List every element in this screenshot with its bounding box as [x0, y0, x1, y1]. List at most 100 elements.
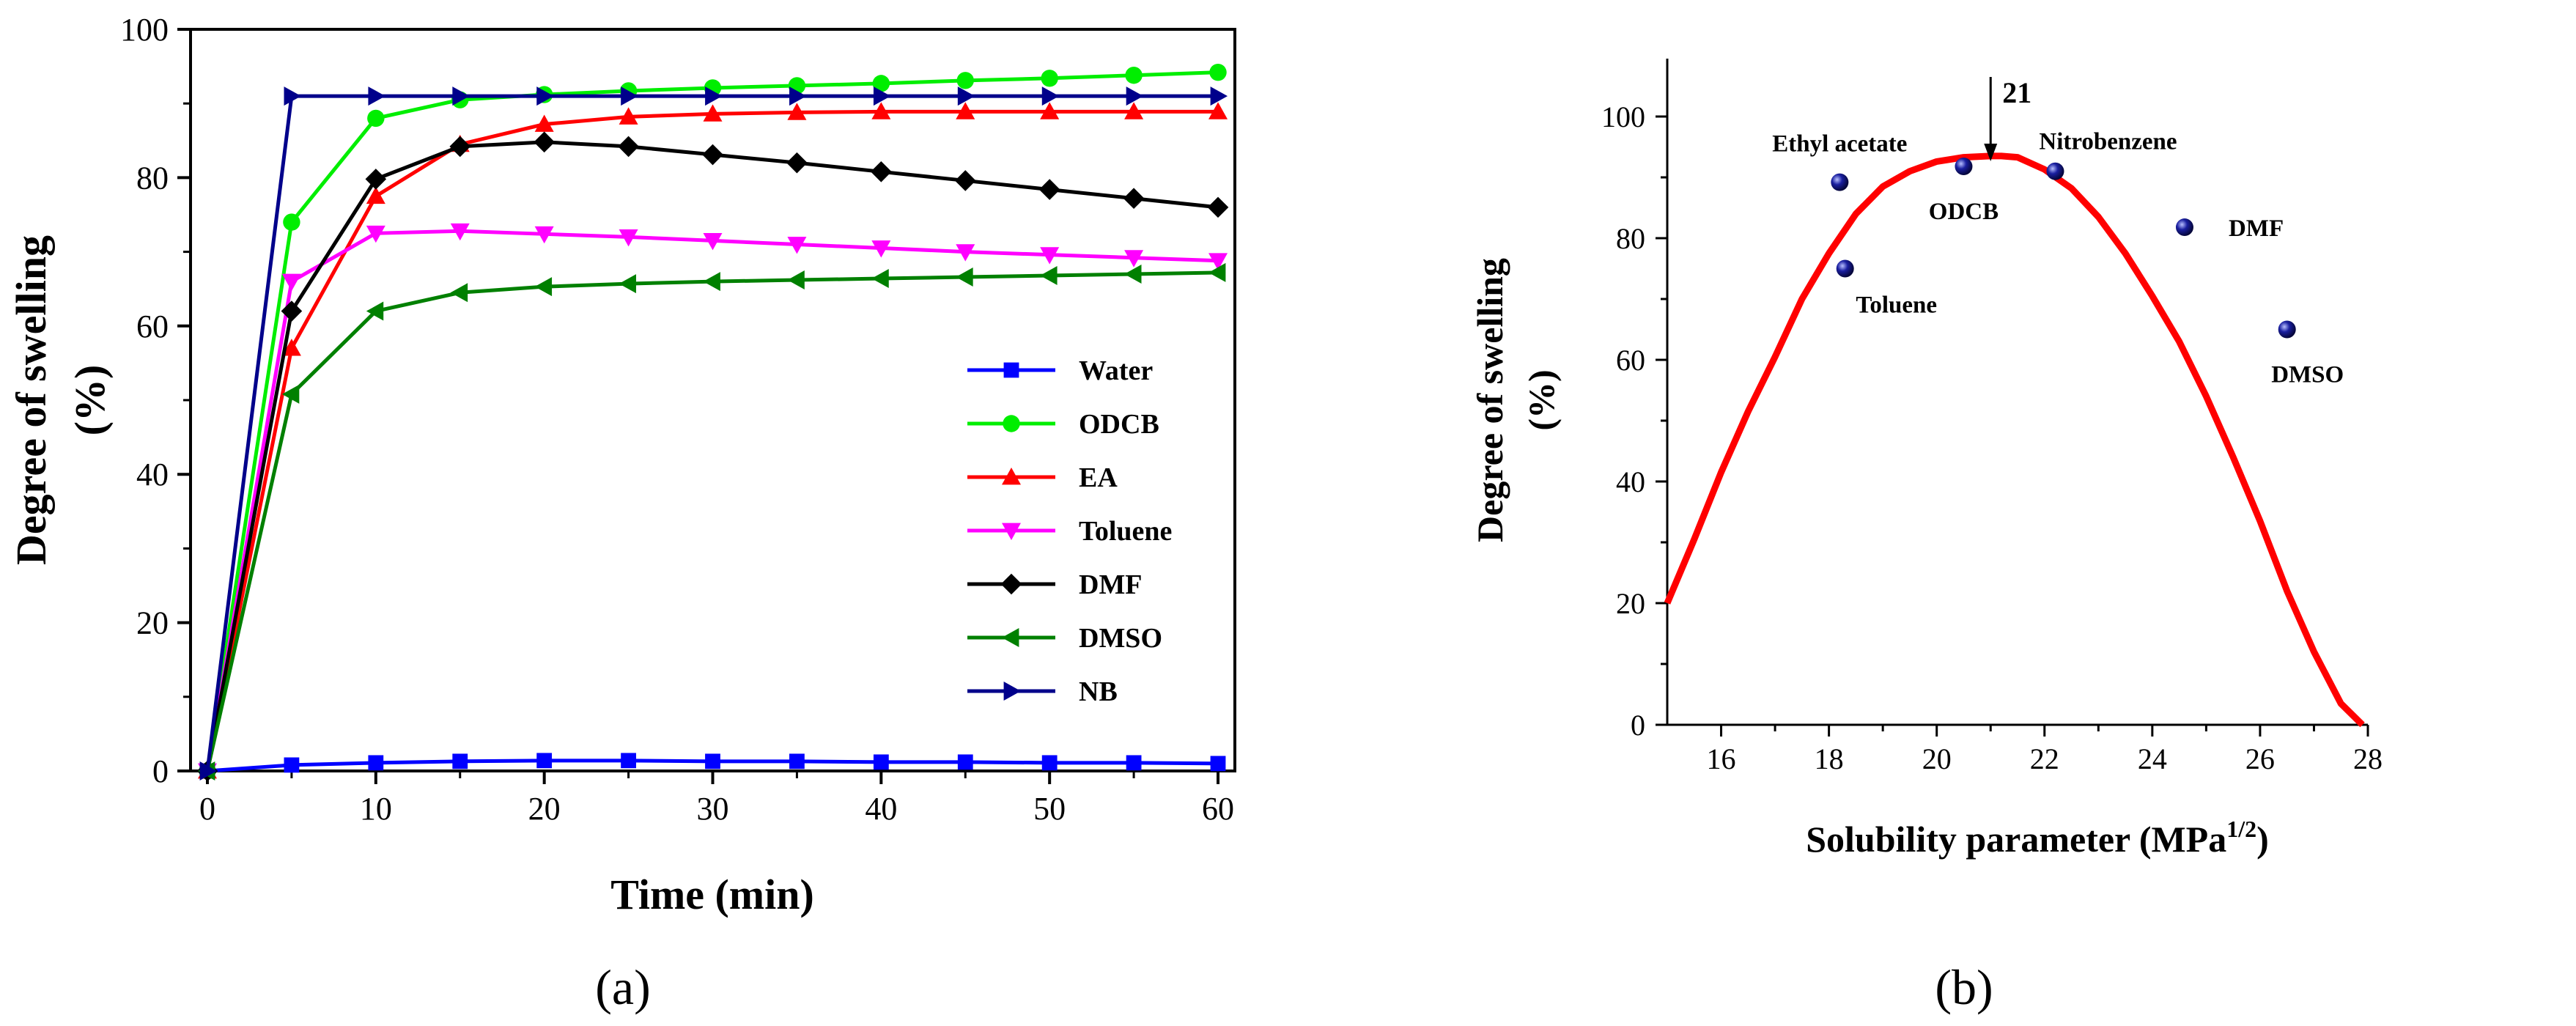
point-toluene — [1836, 259, 1854, 278]
data-point-nb — [199, 761, 217, 780]
data-point-toluene — [787, 237, 807, 254]
x-tick-label-a: 0 — [199, 791, 215, 827]
data-point-dmso — [281, 384, 300, 404]
x-tick-label-b: 18 — [1815, 742, 1844, 775]
plot-a-ylabel-unit: (%) — [66, 365, 114, 436]
data-point-odcb — [1209, 63, 1227, 81]
point-label-ethyl-acetate: Ethyl acetate — [1772, 131, 1907, 158]
data-point-nb — [957, 86, 975, 106]
data-point-ea — [1208, 102, 1228, 119]
x-tick-label-a: 50 — [1033, 791, 1066, 827]
fit-curve — [1664, 152, 2365, 728]
plot-b-xlabel-end: ) — [2256, 819, 2269, 860]
series-line-ea — [205, 109, 1219, 772]
panel-b-label: (b) — [1935, 959, 1993, 1015]
data-point-odcb — [1125, 67, 1143, 84]
panel-a-label: (a) — [595, 959, 650, 1015]
panel-b: 16 18 20 22 24 26 28 0 20 40 60 80 100 Ethyl acetate… — [1469, 59, 2383, 1015]
y-tick-label-b: 20 — [1616, 587, 1645, 620]
legend-marker-ea — [1002, 468, 1021, 485]
y-tick-label-b: 40 — [1616, 465, 1645, 498]
plot-a-ylabel: Degree of swelling — [7, 235, 55, 565]
point-label-dmso: DMSO — [2271, 362, 2344, 388]
legend-label-ea: EA — [1079, 462, 1118, 493]
plot-a-frame — [189, 28, 1236, 772]
y-tick-label-a: 60 — [136, 309, 169, 344]
point-dmf — [2175, 218, 2193, 237]
data-point-water — [284, 757, 300, 773]
panel-a: 0 10 20 30 40 50 60 0 20 40 60 80 100 Water ODCB EA Tol… — [7, 12, 1236, 1015]
data-point-dmso — [1208, 262, 1226, 282]
series-ea — [197, 102, 1228, 779]
legend-label-water: Water — [1079, 355, 1153, 386]
data-point-odcb — [367, 109, 385, 128]
data-point-nb — [452, 86, 470, 106]
plot-b-ylabel: Degree of swelling — [1469, 258, 1510, 542]
plot-b-axes: 16 18 20 22 24 26 28 0 20 40 60 80 100 — [1601, 100, 2383, 775]
point-label-dmf: DMF — [2229, 215, 2284, 242]
data-point-dmf — [365, 169, 387, 190]
data-point-ea — [366, 186, 385, 204]
data-point-toluene — [871, 240, 891, 258]
x-tick-label-b: 24 — [2138, 742, 2167, 775]
x-tick-label-b: 28 — [2353, 742, 2383, 775]
point-odcb — [1955, 158, 1973, 176]
data-point-odcb — [956, 72, 974, 89]
x-tick-label-a: 30 — [697, 791, 729, 827]
data-point-ea — [1040, 102, 1060, 119]
data-point-water — [368, 755, 384, 771]
data-point-ea — [619, 107, 638, 125]
plot-a-xlabel: Time (min) — [610, 871, 814, 918]
legend-label-dmf: DMF — [1079, 569, 1143, 600]
data-point-dmf — [871, 161, 892, 182]
series-dmf — [196, 131, 1229, 782]
data-point-water — [1041, 755, 1058, 771]
data-point-toluene — [703, 233, 723, 251]
x-tick-label-b: 26 — [2245, 742, 2275, 775]
data-point-dmso — [366, 301, 384, 321]
plot-b-points: Ethyl acetate Toluene ODCB Nitrobenzene DMF D… — [1772, 129, 2344, 388]
plot-a-legend: Water ODCB EA Toluene DMF DMSO NB — [967, 355, 1172, 707]
data-point-toluene — [366, 225, 385, 243]
series-line-nb — [205, 94, 1219, 772]
y-tick-label-a: 0 — [152, 753, 169, 789]
data-point-ea — [787, 103, 807, 120]
peak-annotation: 21 — [1984, 76, 2031, 161]
plot-b-xlabel: Solubility parameter (MPa1/2) — [1806, 816, 2269, 860]
data-point-dmf — [534, 131, 555, 153]
data-point-dmso — [787, 270, 805, 290]
data-point-ea — [534, 114, 554, 132]
data-point-dmso — [1040, 265, 1058, 285]
point-dmso — [2278, 320, 2296, 339]
data-point-water — [536, 753, 553, 769]
data-point-dmf — [702, 144, 723, 166]
data-point-dmso — [450, 283, 468, 303]
data-point-nb — [1210, 86, 1228, 106]
data-point-ea — [871, 102, 891, 119]
data-point-dmf — [281, 300, 303, 322]
data-point-dmf — [1038, 179, 1060, 200]
series-water — [199, 753, 1226, 779]
legend-label-odcb: ODCB — [1079, 409, 1159, 440]
data-point-toluene — [1124, 250, 1144, 267]
data-point-toluene — [534, 226, 554, 244]
data-point-nb — [1126, 86, 1144, 106]
data-point-odcb — [872, 75, 890, 92]
data-point-nb — [621, 86, 638, 106]
data-point-toluene — [956, 244, 975, 262]
data-point-dmso — [956, 267, 973, 287]
plot-b-xlabel-text: Solubility parameter (MPa — [1806, 819, 2226, 860]
legend-label-dmso: DMSO — [1079, 623, 1162, 654]
x-tick-label-a: 10 — [360, 791, 392, 827]
data-point-ea — [281, 339, 301, 356]
legend-marker-toluene — [1002, 523, 1021, 540]
annotation-arrow-head — [1984, 144, 1998, 161]
x-tick-label-b: 20 — [1922, 742, 1952, 775]
legend-marker-water — [1003, 362, 1019, 378]
annotation-label: 21 — [2002, 76, 2031, 109]
data-point-dmso — [619, 274, 636, 294]
data-point-water — [1126, 755, 1142, 771]
plot-a-series — [196, 63, 1229, 782]
data-point-dmso — [703, 272, 720, 292]
data-point-toluene — [1040, 247, 1060, 265]
